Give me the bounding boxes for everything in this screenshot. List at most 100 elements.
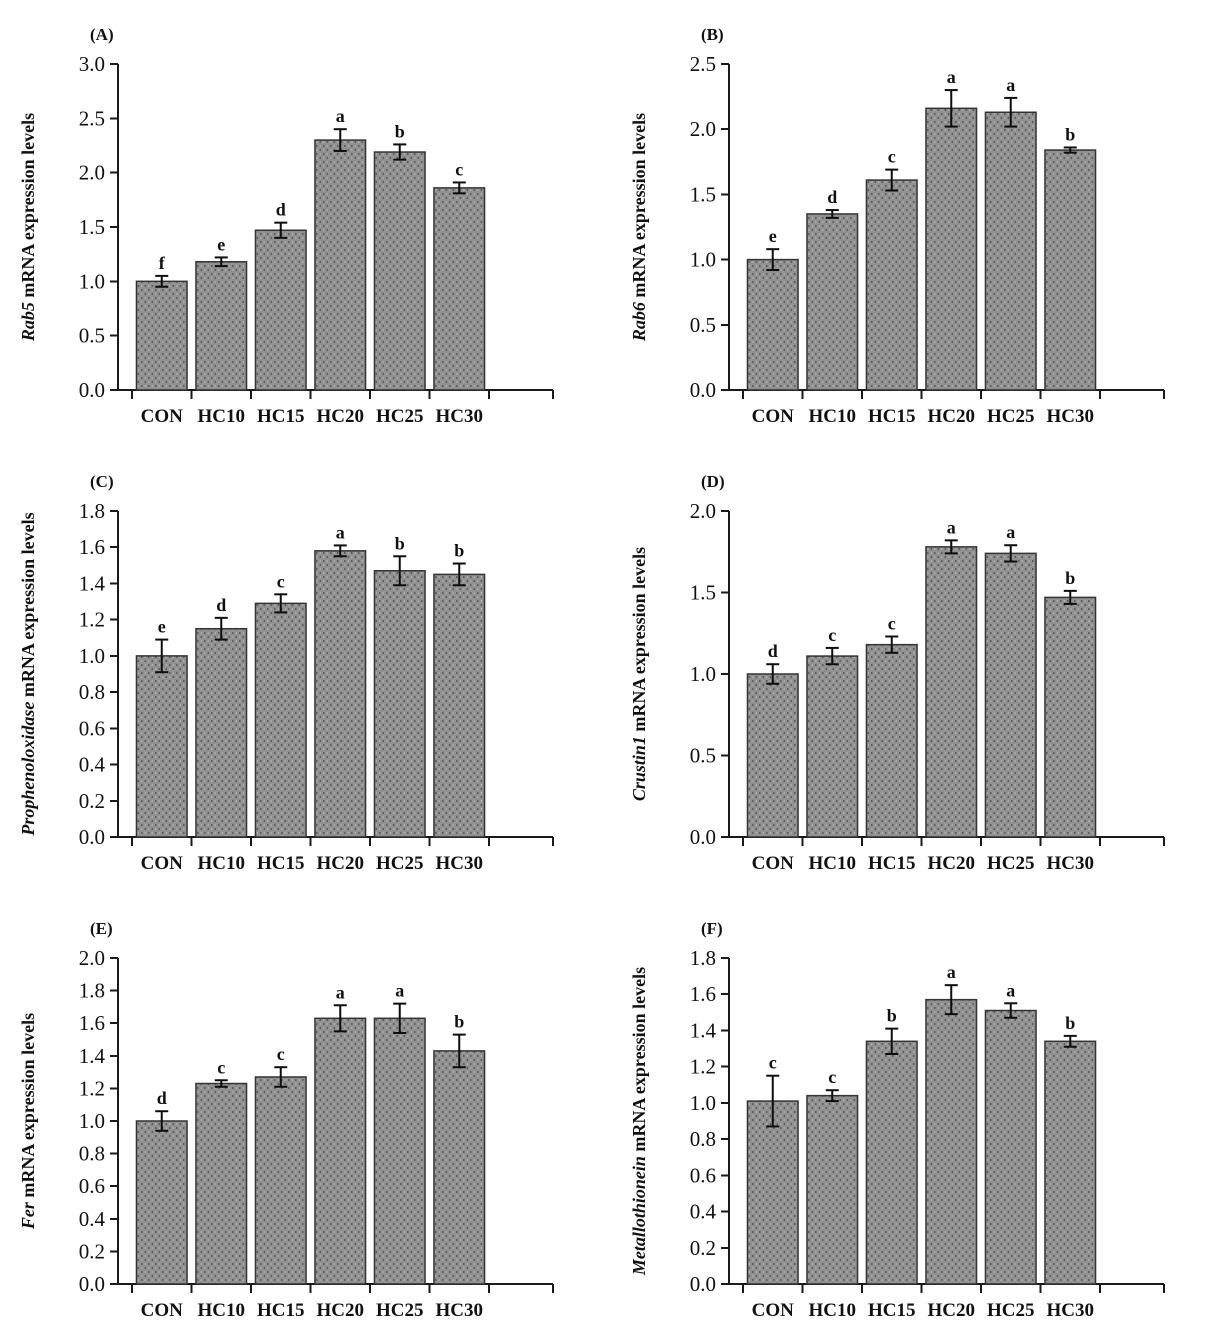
y-tick-label: 0.8: [79, 680, 105, 704]
bar-hc15: [865, 643, 918, 838]
panel-b: (B) 0.0 0.5 1.0 1.5 2.0 2.5 e CON d HC10 c HC15 a HC20…: [611, 0, 1222, 447]
bar-chart-c: (C) 0.0 0.2 0.4 0.6 0.8 1.0 1.2 1.4 1.6 1.8 e CON d HC…: [18, 472, 554, 874]
category-label: HC30: [436, 853, 484, 874]
category-label: HC25: [987, 853, 1035, 874]
bar-hc15: [865, 179, 918, 391]
category-label: HC15: [868, 1300, 916, 1321]
y-axis-title: Rab5 mRNA expression levels: [18, 113, 38, 342]
y-tick-label: 0.0: [79, 378, 105, 402]
error-bar: [333, 1004, 347, 1033]
sig-letter: c: [888, 614, 896, 634]
y-tick-label: 1.0: [79, 644, 105, 668]
y-tick-label: 1.2: [79, 1076, 105, 1100]
y-tick-label: 0.0: [79, 825, 105, 849]
y-tick-label: 1.0: [690, 1091, 716, 1115]
error-bar: [766, 248, 780, 272]
y-tick-label: 0.8: [690, 1127, 716, 1151]
bar-hc15: [254, 602, 307, 838]
sig-letter: c: [828, 625, 836, 645]
bar-hc15: [254, 1076, 307, 1285]
bar-hc10: [806, 1094, 859, 1285]
panel-label: (F): [701, 919, 723, 938]
error-bar: [1004, 1002, 1018, 1019]
y-axis-title-gene: Metallothionein: [629, 1156, 649, 1276]
y-axis-title-gene: Rab5: [18, 302, 38, 342]
category-label: HC15: [868, 406, 916, 427]
y-axis-title: Metallothionein mRNA expression levels: [629, 967, 649, 1276]
bar-hc25: [373, 1017, 426, 1285]
bar-hc10: [195, 627, 248, 838]
error-bar: [393, 1002, 407, 1034]
y-axis-title-gene: Prophenoloxidase: [18, 702, 38, 837]
sig-letter: c: [455, 159, 463, 179]
sig-letter: b: [454, 541, 464, 561]
bar-chart-b: (B) 0.0 0.5 1.0 1.5 2.0 2.5 e CON d HC10 c HC15 a HC20…: [629, 25, 1165, 427]
y-axis-title-gene: Rab6: [629, 302, 649, 342]
category-label: HC15: [257, 1300, 305, 1321]
sig-letter: b: [887, 1006, 897, 1026]
sig-letter: e: [769, 226, 777, 246]
bar-hc25: [984, 1009, 1037, 1285]
error-bar: [155, 1110, 169, 1132]
category-label: HC25: [376, 853, 424, 874]
bar-hc30: [433, 1050, 486, 1285]
category-label: HC30: [436, 406, 484, 427]
error-bar: [944, 539, 958, 555]
y-tick-label: 2.5: [79, 106, 105, 130]
bar-hc30: [433, 187, 486, 391]
bar-con: [746, 673, 799, 838]
y-tick-label: 1.6: [79, 1011, 105, 1035]
y-tick-label: 0.4: [79, 753, 106, 777]
bar-hc30: [433, 573, 486, 838]
y-tick-label: 2.0: [79, 946, 105, 970]
error-bar: [1004, 544, 1018, 563]
sig-letter: c: [217, 1057, 225, 1077]
sig-letter: a: [1006, 522, 1015, 542]
sig-letter: a: [336, 522, 345, 542]
error-bar: [766, 1074, 780, 1128]
y-tick-label: 0.5: [690, 744, 716, 768]
category-label: HC25: [987, 1300, 1035, 1321]
y-axis-title: Rab6 mRNA expression levels: [629, 113, 649, 342]
y-axis-title: Crustin1 mRNA expression levels: [629, 547, 649, 801]
category-label: CON: [141, 1300, 184, 1321]
bar-hc15: [254, 229, 307, 391]
bar-hc30: [1044, 1040, 1097, 1285]
category-label: HC20: [928, 406, 976, 427]
bar-hc10: [806, 655, 859, 838]
error-bar: [274, 221, 288, 239]
error-bar: [393, 555, 407, 587]
sig-letter: c: [277, 571, 285, 591]
y-tick-label: 1.4: [79, 1044, 106, 1068]
error-bar: [452, 562, 466, 587]
error-bar: [452, 1033, 466, 1069]
y-axis-title-rest: mRNA expression levels: [18, 512, 38, 701]
error-bar: [944, 984, 958, 1016]
category-label: CON: [752, 406, 795, 427]
category-label: HC25: [376, 406, 424, 427]
category-label: HC20: [928, 853, 976, 874]
sig-letter: f: [159, 253, 166, 273]
bar-chart-f: (F) 0.0 0.2 0.4 0.6 0.8 1.0 1.2 1.4 1.6 1.8 c CON c HC…: [629, 919, 1165, 1321]
category-label: HC30: [1047, 406, 1095, 427]
error-bar: [885, 1027, 899, 1055]
panel-d: (D) 0.0 0.5 1.0 1.5 2.0 d CON c HC10 c HC15 a HC20 a HC…: [611, 447, 1222, 894]
error-bar: [1004, 96, 1018, 128]
error-bar: [393, 143, 407, 161]
y-tick-label: 0.5: [79, 324, 105, 348]
bar-hc25: [373, 151, 426, 391]
y-tick-label: 2.0: [690, 499, 716, 523]
panel-e: (E) 0.0 0.2 0.4 0.6 0.8 1.0 1.2 1.4 1.6 1.8 2.0 d CON…: [0, 894, 611, 1341]
sig-letter: e: [217, 234, 225, 254]
error-bar: [452, 181, 466, 195]
error-bar: [1063, 589, 1077, 605]
y-tick-label: 0.5: [690, 313, 716, 337]
category-label: CON: [141, 406, 184, 427]
sig-letter: a: [1006, 75, 1015, 95]
bar-chart-e: (E) 0.0 0.2 0.4 0.6 0.8 1.0 1.2 1.4 1.6 1.8 2.0 d CON…: [18, 919, 554, 1321]
error-bar: [274, 593, 288, 614]
category-label: HC20: [317, 1300, 365, 1321]
sig-letter: d: [827, 187, 837, 207]
category-label: HC30: [1047, 1300, 1095, 1321]
error-bar: [214, 256, 228, 268]
